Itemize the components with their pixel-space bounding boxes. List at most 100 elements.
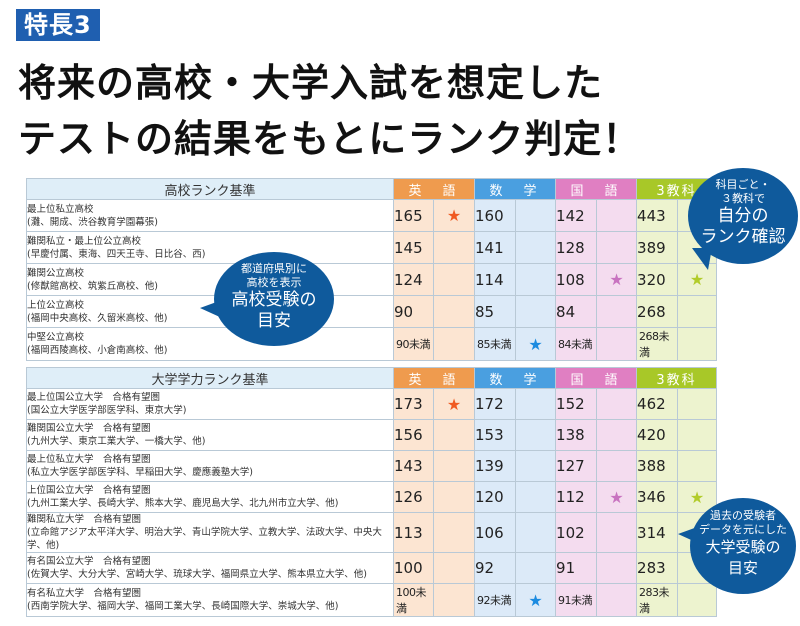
score-ma: 85 <box>474 295 517 328</box>
star-cell-ja <box>596 450 638 482</box>
rank-label-cell: 有名国公立大学 合格有望圏 (佐賀大学、大分大学、宮崎大学、琉球大学、福岡県立大学… <box>26 552 394 584</box>
score-ma: 106 <box>474 512 517 553</box>
bubble-text: 高校を表示 <box>246 276 302 289</box>
column-header-three-subjects: 3教科 <box>636 367 718 389</box>
star-cell-en <box>432 481 476 513</box>
bubble-text: 高校受験の <box>231 290 317 310</box>
star-cell-en <box>432 263 476 296</box>
score-tt: 462 <box>636 388 679 420</box>
bubble-text: 目安 <box>727 559 758 577</box>
rank-row: 上位公立高校 (福岡中央高校、久留米高校、他) 90 85 84 268 <box>26 295 718 328</box>
highschool-table-title: 高校ランク基準 <box>26 178 394 200</box>
score-ma: 114 <box>474 263 517 296</box>
subject-bubble-tail <box>692 248 712 270</box>
score-en: 90未満 <box>393 327 434 361</box>
score-en: 165 <box>393 199 434 232</box>
score-tt: 268未満 <box>636 327 679 361</box>
rank-examples: (西南学院大学、福岡大学、福岡工業大学、長崎国際大学、崇城大学、他) <box>27 601 339 612</box>
score-tt: 314 <box>636 512 679 553</box>
rank-row: 有名私立大学 合格有望圏 (西南学院大学、福岡大学、福岡工業大学、長崎国際大学、崇… <box>26 583 718 617</box>
rank-name: 有名国公立大学 合格有望圏 <box>27 556 151 567</box>
bubble-text: 大学受験の <box>705 538 781 556</box>
rank-examples: (早慶付属、東海、四天王寺、日比谷、西) <box>27 248 206 260</box>
rank-row: 難関私立大学 合格有望圏 (立命館アジア太平洋大学、明治大学、青山学院大学、立教大… <box>26 512 718 553</box>
score-ja: 142 <box>555 199 598 232</box>
score-ma: 172 <box>474 388 517 420</box>
star-cell-ma: ★ <box>515 583 557 617</box>
university-table-title: 大学学力ランク基準 <box>26 367 394 389</box>
rank-row: 最上位私立高校 (灘、開成、渋谷教育学園幕張) 165 ★ 160 142 443 <box>26 199 718 232</box>
star-cell-ja <box>596 231 638 264</box>
rank-examples: (修猷館高校、筑紫丘高校、他) <box>27 280 158 292</box>
score-ma: 92未満 <box>474 583 517 617</box>
star-cell-ja: ★ <box>596 481 638 513</box>
score-tt: 443 <box>636 199 679 232</box>
star-cell-ja <box>596 327 638 361</box>
rank-row: 中堅公立高校 (福岡西陵高校、小倉南高校、他) 90未満 85未満 ★ 84未満 268未満 <box>26 327 718 361</box>
bubble-text: 都道府県別に <box>241 262 307 275</box>
score-ja: 128 <box>555 231 598 264</box>
rank-examples: (国公立大学医学部医学科、東京大学) <box>27 405 187 416</box>
star-cell-tt <box>677 327 718 361</box>
score-tt: 346 <box>636 481 679 513</box>
rank-examples: (立命館アジア太平洋大学、明治大学、青山学院大学、立教大学、法政大学、中央大学、… <box>27 527 382 551</box>
rank-label-cell: 難関国公立大学 合格有望圏 (九州大学、東京工業大学、一橋大学、他) <box>26 419 394 451</box>
rank-label-cell: 上位国公立大学 合格有望圏 (九州工業大学、長崎大学、熊本大学、鹿児島大学、北九州… <box>26 481 394 513</box>
column-header-english: 英 語 <box>392 367 476 389</box>
score-en: 145 <box>393 231 434 264</box>
rank-name: 上位公立高校 <box>27 299 85 311</box>
star-cell-ma <box>515 450 557 482</box>
score-ja: 108 <box>555 263 598 296</box>
star-cell-ma <box>515 231 557 264</box>
bubble-text: 目安 <box>257 311 291 331</box>
rank-name: 難関私立大学 合格有望圏 <box>27 514 142 525</box>
rank-name: 有名私立大学 合格有望圏 <box>27 588 142 599</box>
rank-name: 難関国公立大学 合格有望圏 <box>27 423 151 434</box>
column-header-japanese: 国 語 <box>555 178 638 200</box>
star-cell-tt <box>677 295 718 328</box>
rank-label-cell: 最上位私立大学 合格有望圏 (私立大学医学部医学科、早稲田大学、慶應義塾大学) <box>26 450 394 482</box>
star-cell-en <box>432 552 476 584</box>
star-icon: ★ <box>446 206 462 225</box>
rank-name: 上位国公立大学 合格有望圏 <box>27 485 151 496</box>
score-en: 113 <box>393 512 434 553</box>
score-ja: 91 <box>555 552 598 584</box>
score-tt: 420 <box>636 419 679 451</box>
bubble-text: 過去の受験者 <box>710 509 776 522</box>
star-icon: ★ <box>446 394 462 414</box>
score-ja: 84 <box>555 295 598 328</box>
star-cell-tt <box>677 450 718 482</box>
rank-examples: (九州工業大学、長崎大学、熊本大学、鹿児島大学、北九州市立大学、他) <box>27 498 339 509</box>
rank-name: 難関私立・最上位公立高校 <box>27 235 142 247</box>
score-ja: 102 <box>555 512 598 553</box>
star-icon: ★ <box>689 487 705 507</box>
score-ma: 160 <box>474 199 517 232</box>
score-ja: 127 <box>555 450 598 482</box>
score-tt: 268 <box>636 295 679 328</box>
bubble-text: ランク確認 <box>700 227 786 247</box>
star-cell-en <box>432 327 476 361</box>
rank-label-cell: 難関公立高校 (修猷館高校、筑紫丘高校、他) <box>26 263 394 296</box>
star-cell-ja <box>596 512 638 553</box>
university-guide-bubble: 過去の受験者 データを元にした 大学受験の 目安 <box>690 498 796 594</box>
star-cell-en: ★ <box>432 199 476 232</box>
star-cell-tt <box>677 583 718 617</box>
score-en: 124 <box>393 263 434 296</box>
score-en: 90 <box>393 295 434 328</box>
rank-row: 有名国公立大学 合格有望圏 (佐賀大学、大分大学、宮崎大学、琉球大学、福岡県立大学… <box>26 552 718 584</box>
star-cell-tt <box>677 388 718 420</box>
rank-row: 難関私立・最上位公立高校 (早慶付属、東海、四天王寺、日比谷、西) 145 141 12… <box>26 231 718 264</box>
rank-label-cell: 最上位国公立大学 合格有望圏 (国公立大学医学部医学科、東京大学) <box>26 388 394 420</box>
score-ma: 139 <box>474 450 517 482</box>
bubble-text: ３教科で <box>721 192 765 205</box>
score-tt: 283 <box>636 552 679 584</box>
rank-label-cell: 有名私立大学 合格有望圏 (西南学院大学、福岡大学、福岡工業大学、長崎国際大学、崇… <box>26 583 394 617</box>
star-cell-ma <box>515 388 557 420</box>
star-cell-ma <box>515 481 557 513</box>
rank-name: 中堅公立高校 <box>27 332 85 343</box>
star-icon: ★ <box>528 334 543 354</box>
star-cell-ja: ★ <box>596 263 638 296</box>
headline-line-1: 将来の高校・大学入試を想定した <box>18 61 604 105</box>
star-cell-ma <box>515 295 557 328</box>
star-cell-ja <box>596 552 638 584</box>
